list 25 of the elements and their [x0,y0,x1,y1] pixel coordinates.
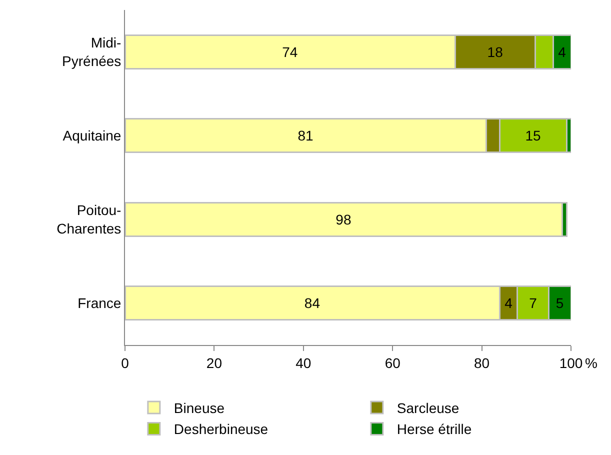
y-tick-label: Aquitaine [62,128,122,144]
data-label: 4 [558,44,566,60]
x-tick-label: 80 [474,354,490,371]
y-tick-label: Poitou- Charentes [56,202,122,236]
data-label: 7 [529,295,538,312]
x-tick-label: 60 [384,354,401,371]
x-tick-label: 40 [296,354,312,371]
legend-label: Sarcleuse [396,400,460,416]
legend-label: Bineuse [174,400,225,416]
data-label: 84 [304,295,320,312]
data-label: 81 [298,128,314,144]
data-label: 5 [556,295,564,312]
y-tick-label: France [78,295,122,312]
data-label: 98 [336,211,352,228]
x-tick-label: 0 [121,354,130,371]
legend-label: Herse étrille [396,421,472,438]
data-label: 74 [282,44,298,60]
data-label: 15 [525,128,541,144]
data-label: 18 [487,44,504,60]
x-tick-label: 20 [206,354,222,371]
text: % [585,355,598,371]
y-tick-label: Midi- Pyrénées [62,34,122,69]
x-tick-label: 100 [559,354,583,371]
legend-label: Desherbineuse [174,421,268,438]
data-label: 4 [504,295,513,312]
